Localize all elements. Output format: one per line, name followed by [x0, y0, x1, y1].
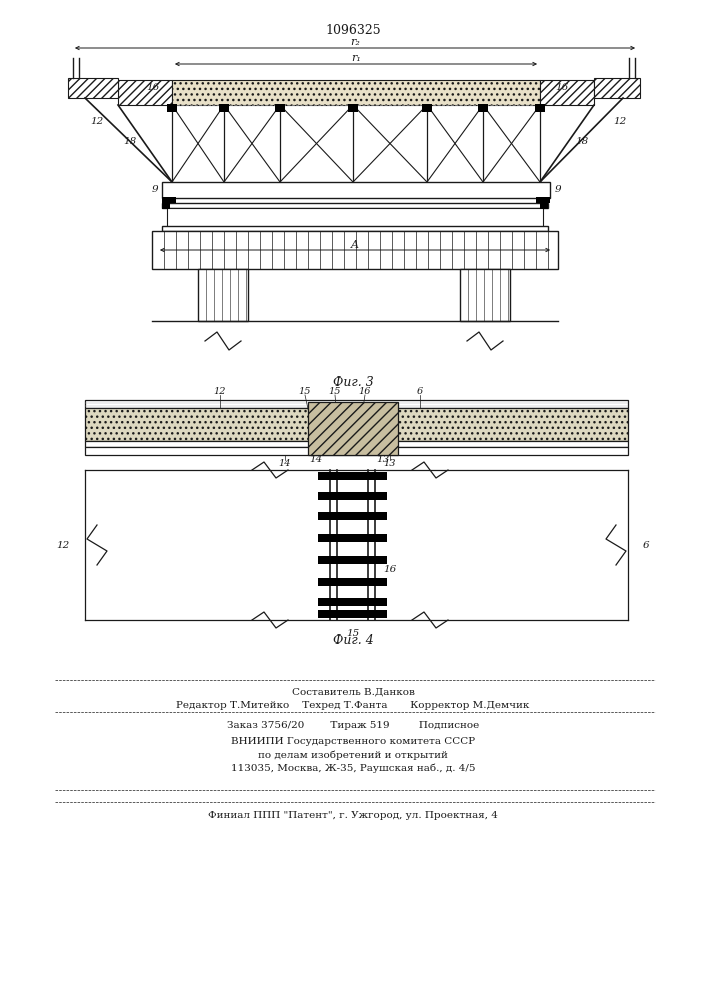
Text: 15: 15 — [346, 630, 360, 639]
Text: 6: 6 — [417, 387, 423, 396]
Bar — [85, 408, 628, 441]
Bar — [318, 512, 387, 520]
Text: 9: 9 — [555, 186, 561, 194]
Text: Заказ 3756/20        Тираж 519         Подписное: Заказ 3756/20 Тираж 519 Подписное — [227, 722, 479, 730]
Text: 6: 6 — [643, 540, 650, 550]
Bar — [540, 202, 548, 209]
Text: 14: 14 — [310, 456, 322, 464]
Bar — [318, 472, 387, 480]
Bar — [167, 104, 177, 112]
Bar — [422, 104, 432, 112]
Bar — [536, 197, 550, 203]
Text: 16: 16 — [146, 83, 160, 92]
Text: 18: 18 — [575, 137, 589, 146]
Bar — [68, 78, 118, 98]
Text: 16: 16 — [358, 387, 371, 396]
Text: 1096325: 1096325 — [325, 23, 381, 36]
Bar — [162, 182, 550, 198]
Text: 16: 16 — [383, 566, 397, 574]
Text: 13: 13 — [376, 456, 390, 464]
Text: A: A — [351, 240, 359, 250]
Text: ВНИИПИ Государственного комитета СССР: ВНИИПИ Государственного комитета СССР — [231, 738, 475, 746]
Bar — [167, 208, 543, 227]
Text: 15: 15 — [299, 387, 311, 396]
Bar — [275, 104, 285, 112]
Bar — [162, 203, 548, 208]
Text: Фиг. 4: Фиг. 4 — [332, 634, 373, 647]
Bar — [308, 402, 398, 455]
Text: по делам изобретений и открытий: по делам изобретений и открытий — [258, 750, 448, 760]
Bar — [594, 78, 640, 98]
Bar — [118, 80, 172, 105]
Text: 12: 12 — [90, 117, 104, 126]
Bar — [162, 197, 176, 203]
Bar — [85, 400, 628, 408]
Bar — [85, 441, 628, 447]
Text: Финиал ППП "Патент", г. Ужгород, ул. Проектная, 4: Финиал ППП "Патент", г. Ужгород, ул. Про… — [208, 810, 498, 820]
Bar — [318, 556, 387, 564]
Text: 113035, Москва, Ж-35, Раушская наб., д. 4/5: 113035, Москва, Ж-35, Раушская наб., д. … — [230, 763, 475, 773]
Text: 14: 14 — [279, 458, 291, 468]
Text: 13: 13 — [384, 458, 396, 468]
Bar — [318, 598, 387, 606]
Bar — [219, 104, 229, 112]
Bar — [460, 269, 510, 321]
Bar — [318, 492, 387, 500]
Bar — [198, 269, 248, 321]
Bar — [152, 231, 558, 269]
Bar — [535, 104, 545, 112]
Text: r₁: r₁ — [351, 53, 361, 63]
Text: Редактор Т.Митейко    Техред Т.Фанта       Корректор М.Демчик: Редактор Т.Митейко Техред Т.Фанта Коррек… — [176, 702, 530, 710]
Text: 16: 16 — [556, 83, 568, 92]
Bar — [540, 80, 594, 105]
Text: 15: 15 — [329, 387, 341, 396]
Bar — [318, 578, 387, 586]
Bar — [162, 226, 548, 231]
Text: Составитель В.Данков: Составитель В.Данков — [291, 688, 414, 696]
Text: 12: 12 — [57, 540, 70, 550]
Bar — [318, 534, 387, 542]
Bar — [348, 104, 358, 112]
Bar — [318, 610, 387, 618]
Text: r₂: r₂ — [350, 37, 360, 47]
Text: 9: 9 — [152, 186, 158, 194]
Bar — [162, 202, 170, 209]
Text: 12: 12 — [214, 387, 226, 396]
Text: 12: 12 — [614, 117, 626, 126]
Text: Фиг. 3: Фиг. 3 — [332, 375, 373, 388]
Text: 18: 18 — [124, 137, 136, 146]
Bar — [85, 447, 628, 455]
Bar — [478, 104, 488, 112]
Bar — [172, 80, 540, 105]
